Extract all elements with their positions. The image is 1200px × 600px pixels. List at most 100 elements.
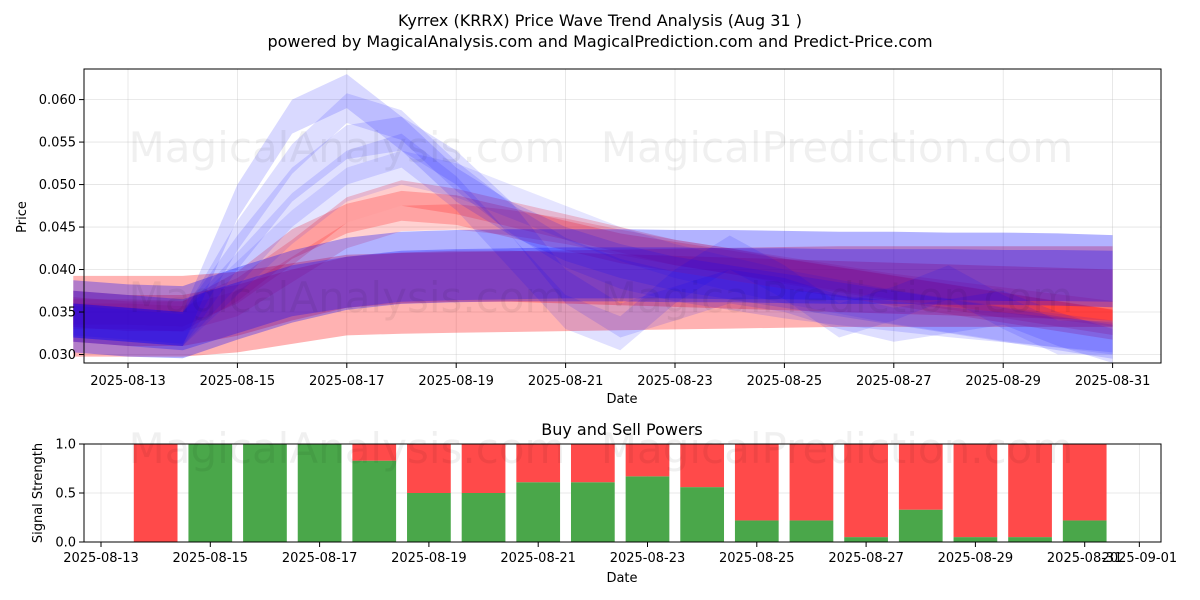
signal-panel: Buy and Sell Powers MagicalAnalysis.com … bbox=[31, 420, 1177, 586]
sell-bar bbox=[461, 444, 506, 493]
buy-bar bbox=[844, 537, 888, 542]
signal-x-tick-label: 2025-08-27 bbox=[828, 551, 904, 566]
watermark-left-3: MagicalAnalysis.com bbox=[129, 424, 566, 473]
signal-x-tick-label: 2025-08-29 bbox=[938, 551, 1014, 566]
buy-bar bbox=[680, 487, 725, 542]
watermark-left-2: MagicalAnalysis.com bbox=[129, 273, 566, 322]
signal-y-tick-label: 1.0 bbox=[55, 438, 76, 453]
price-y-axis-label: Price bbox=[15, 201, 30, 233]
price-grid bbox=[84, 69, 1161, 363]
price-plot-frame bbox=[83, 68, 1162, 364]
buy-bar bbox=[570, 482, 615, 542]
signal-x-tick-label: 2025-09-01 bbox=[1102, 551, 1178, 566]
buy-bar bbox=[898, 509, 943, 542]
price-plot-area bbox=[84, 69, 1161, 363]
price-x-tick-label: 2025-08-31 bbox=[1075, 374, 1151, 389]
buy-bar bbox=[625, 476, 670, 542]
signal-y-ticks: 0.0 0.5 1.0 bbox=[55, 438, 84, 551]
watermark-right-3: MagicalPrediction.com bbox=[601, 424, 1074, 473]
price-band-blue-9 bbox=[73, 116, 1113, 363]
price-band-blue-10 bbox=[73, 133, 1113, 355]
watermark-right-2: MagicalPrediction.com bbox=[601, 273, 1074, 322]
buy-bar bbox=[297, 444, 342, 542]
price-band-red-2 bbox=[73, 190, 1113, 340]
signal-x-tick-label: 2025-08-25 bbox=[719, 551, 795, 566]
signal-y-axis-label: Signal Strength bbox=[31, 443, 46, 543]
buy-bar bbox=[188, 444, 233, 542]
watermark-left: MagicalAnalysis.com bbox=[129, 123, 566, 172]
buy-bar bbox=[407, 493, 451, 542]
price-x-tick-label: 2025-08-29 bbox=[965, 374, 1041, 389]
price-bands bbox=[73, 74, 1113, 363]
watermark-right: MagicalPrediction.com bbox=[601, 123, 1074, 172]
sell-bar bbox=[625, 444, 670, 477]
buy-bar bbox=[734, 520, 779, 542]
chart-subtitle: powered by MagicalAnalysis.com and Magic… bbox=[267, 32, 932, 51]
price-panel: MagicalAnalysis.com MagicalPrediction.co… bbox=[15, 68, 1162, 407]
buy-bar bbox=[1008, 537, 1052, 542]
signal-x-axis-label: Date bbox=[606, 571, 637, 586]
price-band-red-0 bbox=[73, 246, 1113, 357]
price-x-axis-label: Date bbox=[606, 392, 637, 407]
sell-bar bbox=[734, 444, 779, 521]
price-band-blue-8 bbox=[73, 93, 1113, 353]
price-y-ticks: 0.030 0.035 0.040 0.045 0.050 0.055 0.060 bbox=[39, 93, 84, 363]
price-y-tick-label: 0.040 bbox=[39, 263, 76, 278]
price-band-blue-7 bbox=[73, 74, 1113, 359]
sell-bar bbox=[898, 444, 943, 510]
price-band-blue-5 bbox=[73, 229, 1113, 359]
signal-x-tick-label: 2025-08-13 bbox=[63, 551, 139, 566]
sell-bar bbox=[352, 444, 397, 461]
sell-bar bbox=[516, 444, 561, 483]
price-x-tick-label: 2025-08-21 bbox=[528, 374, 604, 389]
price-x-tick-label: 2025-08-25 bbox=[747, 374, 823, 389]
signal-x-tick-label: 2025-08-31 bbox=[1047, 551, 1123, 566]
sell-bar bbox=[1062, 444, 1107, 521]
sell-bar bbox=[953, 444, 998, 538]
price-y-tick-label: 0.030 bbox=[39, 348, 76, 363]
price-x-ticks: 2025-08-13 2025-08-15 2025-08-17 2025-08-19… bbox=[90, 363, 1150, 389]
signal-panel-title: Buy and Sell Powers bbox=[541, 420, 703, 439]
price-x-tick-label: 2025-08-27 bbox=[856, 374, 932, 389]
sell-bar bbox=[133, 444, 178, 542]
signal-x-tick-label: 2025-08-21 bbox=[500, 551, 576, 566]
price-y-tick-label: 0.050 bbox=[39, 178, 76, 193]
price-band-blue-6 bbox=[73, 247, 1113, 351]
signal-x-tick-label: 2025-08-17 bbox=[282, 551, 358, 566]
price-band-blue-11 bbox=[73, 150, 1113, 355]
chart-title: Kyrrex (KRRX) Price Wave Trend Analysis … bbox=[398, 11, 802, 30]
price-band-red-4 bbox=[73, 204, 1113, 332]
price-x-tick-label: 2025-08-19 bbox=[418, 374, 494, 389]
buy-bar bbox=[461, 493, 506, 542]
price-band-red-1 bbox=[73, 250, 1113, 346]
sell-bar bbox=[789, 444, 834, 521]
buy-bar bbox=[789, 520, 834, 542]
sell-bar bbox=[844, 444, 888, 538]
signal-x-tick-label: 2025-08-15 bbox=[173, 551, 249, 566]
sell-bar bbox=[680, 444, 725, 488]
signal-y-tick-label: 0.0 bbox=[55, 536, 76, 551]
price-x-tick-label: 2025-08-23 bbox=[637, 374, 713, 389]
buy-bar bbox=[1062, 520, 1107, 542]
sell-bar bbox=[407, 444, 451, 493]
price-y-tick-label: 0.055 bbox=[39, 136, 76, 151]
price-band-red-3 bbox=[73, 180, 1113, 335]
price-y-tick-label: 0.045 bbox=[39, 221, 76, 236]
price-x-tick-label: 2025-08-17 bbox=[309, 374, 385, 389]
signal-bars bbox=[133, 444, 1107, 542]
sell-bar bbox=[1008, 444, 1052, 538]
buy-bar bbox=[243, 444, 287, 542]
buy-bar bbox=[352, 460, 397, 542]
price-x-tick-label: 2025-08-13 bbox=[90, 374, 166, 389]
signal-x-tick-label: 2025-08-23 bbox=[610, 551, 686, 566]
price-y-tick-label: 0.060 bbox=[39, 93, 76, 108]
buy-bar bbox=[516, 482, 561, 542]
price-y-tick-label: 0.035 bbox=[39, 306, 76, 321]
buy-bar bbox=[953, 537, 998, 542]
signal-x-tick-label: 2025-08-19 bbox=[391, 551, 467, 566]
signal-x-ticks: 2025-08-13 2025-08-15 2025-08-17 2025-08-19… bbox=[63, 542, 1177, 566]
sell-bar bbox=[570, 444, 615, 483]
signal-y-tick-label: 0.5 bbox=[55, 487, 76, 502]
price-x-tick-label: 2025-08-15 bbox=[200, 374, 276, 389]
